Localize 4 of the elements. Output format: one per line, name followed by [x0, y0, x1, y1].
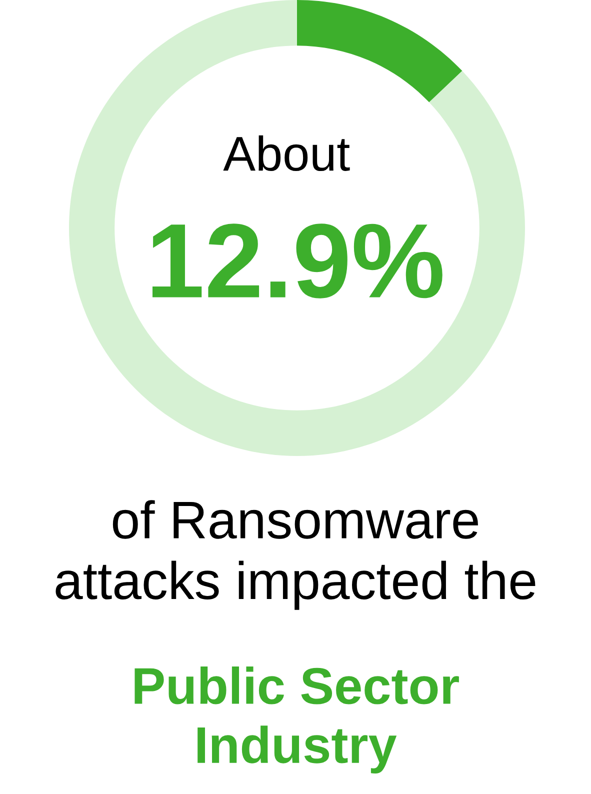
text: Public Sector Industry [134, 666, 459, 774]
text: of Ransomware attacks impacted the [56, 500, 536, 610]
text: 12.9% [152, 224, 442, 298]
text: About [223, 135, 350, 172]
